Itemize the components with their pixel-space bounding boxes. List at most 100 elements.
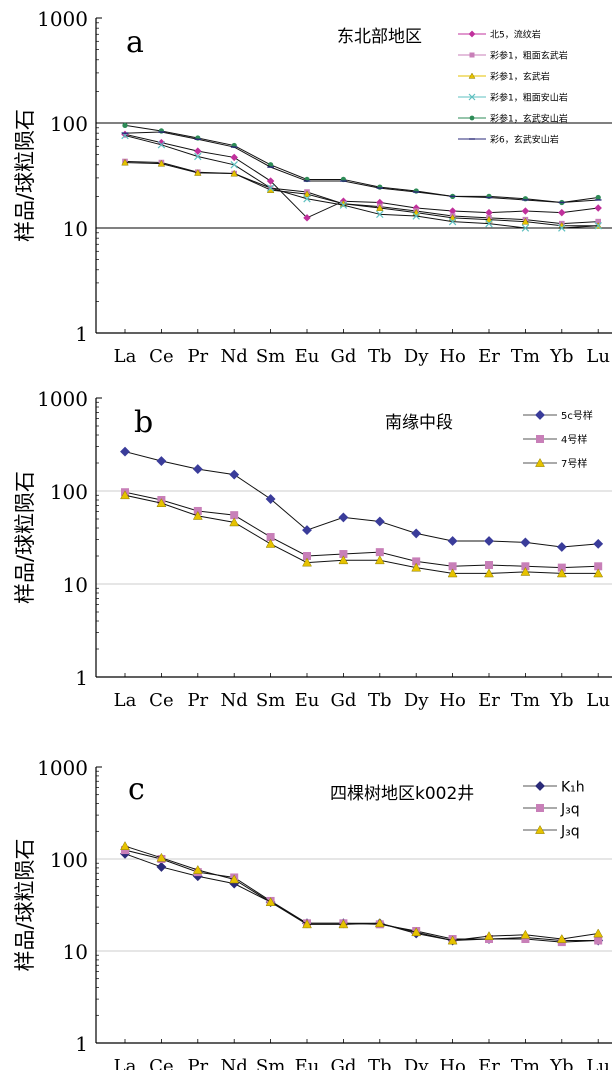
x-tick-label: Sm <box>256 690 285 711</box>
data-point <box>594 222 602 230</box>
x-tick-label: Ho <box>439 346 466 367</box>
data-point <box>556 542 567 552</box>
x-tick-label: Gd <box>330 690 356 711</box>
x-tick-label: La <box>114 346 137 367</box>
series-1 <box>121 846 603 947</box>
chart-panel-a: 1 10 100 1000 La Ce Pr Nd Sm Eu Gd Tb Dy Ho Er Tm Yb Lu 样品… <box>13 7 612 367</box>
data-point <box>156 456 167 466</box>
x-tick-label: Sm <box>256 1056 285 1070</box>
panel-label: a <box>126 25 144 60</box>
data-point <box>338 919 349 929</box>
legend: 北5，流纹岩彩参1，粗面玄武岩彩参1，玄武岩彩参1，粗面安山岩彩参1，玄武安山岩… <box>458 28 568 145</box>
series-line <box>124 494 599 574</box>
x-tick-label: Gd <box>330 1056 356 1070</box>
series-2 <box>121 158 602 229</box>
x-tick-label: Tb <box>368 1056 392 1070</box>
x-tick-label: Ce <box>149 690 173 711</box>
data-point <box>521 224 530 232</box>
data-point <box>469 115 475 121</box>
x-tick-label: Yb <box>549 690 573 711</box>
x-tick-label: Tb <box>368 690 392 711</box>
y-tick-label: 1 <box>75 1032 88 1056</box>
series-1 <box>121 488 603 572</box>
y-tick-label: 100 <box>50 112 88 136</box>
data-point <box>521 217 530 225</box>
data-point <box>448 217 457 226</box>
data-point <box>520 566 531 576</box>
x-tick-label: Nd <box>221 1056 248 1070</box>
chart-panel-b: 1 10 100 1000 La Ce Pr Nd Sm Eu Gd Tb Dy Ho Er Tm Yb Lu 样品… <box>13 387 612 711</box>
series-3 <box>121 131 602 232</box>
data-point <box>339 201 348 209</box>
x-tick-label: Yb <box>549 346 573 367</box>
data-point <box>192 864 203 874</box>
data-point <box>375 548 384 557</box>
data-point <box>303 552 311 561</box>
data-point <box>374 555 385 565</box>
y-tick-label: 100 <box>50 480 88 504</box>
x-tick-label: Yb <box>549 1056 573 1070</box>
legend-label: 彩参1，粗面安山岩 <box>490 91 568 103</box>
series-line <box>124 133 599 219</box>
legend-label: J₃q <box>560 823 580 839</box>
data-point <box>593 928 604 938</box>
data-point <box>374 516 385 527</box>
legend-label: 彩参1，玄武安山岩 <box>490 112 568 124</box>
data-point <box>556 568 567 578</box>
series-line <box>124 451 599 548</box>
data-point <box>535 410 545 420</box>
data-point <box>484 931 494 941</box>
data-point <box>121 846 129 855</box>
legend-label: J₃q <box>560 801 580 817</box>
data-point <box>484 568 494 578</box>
data-point <box>447 536 458 546</box>
data-point <box>594 562 603 571</box>
data-point <box>447 935 458 945</box>
data-point <box>265 538 276 548</box>
legend-label: K₁h <box>561 779 585 795</box>
data-point <box>535 457 545 467</box>
x-tick-label: Ce <box>149 346 173 367</box>
region-label: 四棵树地区k002井 <box>330 784 474 804</box>
data-point <box>594 204 602 212</box>
data-point <box>412 557 421 566</box>
data-point <box>376 204 384 211</box>
x-tick-label: Pr <box>187 346 208 367</box>
data-point <box>468 30 476 38</box>
panel-label: c <box>128 772 145 807</box>
data-point <box>192 464 203 475</box>
x-tick-label: Ho <box>439 1056 466 1070</box>
data-point <box>303 190 311 198</box>
series-5 <box>121 131 602 204</box>
x-tick-label: Eu <box>295 690 320 711</box>
x-tick-label: Lu <box>586 690 610 711</box>
data-point <box>485 215 493 223</box>
data-point <box>485 208 493 217</box>
x-tick-label: Er <box>478 346 500 367</box>
data-point <box>593 568 604 578</box>
data-point <box>229 874 240 884</box>
y-tick-label: 100 <box>50 848 88 872</box>
data-point <box>121 130 129 139</box>
x-tick-label: Ho <box>439 690 466 711</box>
data-point <box>411 927 422 937</box>
x-tick-label: Pr <box>187 1056 208 1070</box>
data-point <box>411 562 422 572</box>
data-point <box>558 208 566 217</box>
x-tick-label: Lu <box>586 1056 610 1070</box>
data-point <box>485 561 493 570</box>
data-point <box>194 147 202 155</box>
data-point <box>120 841 130 850</box>
x-tick-label: Gd <box>330 346 356 367</box>
y-tick-label: 1 <box>75 666 88 690</box>
series-0 <box>120 446 604 552</box>
legend-label: 彩6，玄武安山岩 <box>490 133 559 145</box>
data-point <box>229 469 240 480</box>
data-point <box>521 935 530 944</box>
data-point <box>557 563 566 572</box>
legend: K₁h J₃q J₃q <box>523 779 585 839</box>
legend-label: 北5，流纹岩 <box>490 28 541 40</box>
data-point <box>376 210 384 219</box>
data-point <box>157 141 166 149</box>
